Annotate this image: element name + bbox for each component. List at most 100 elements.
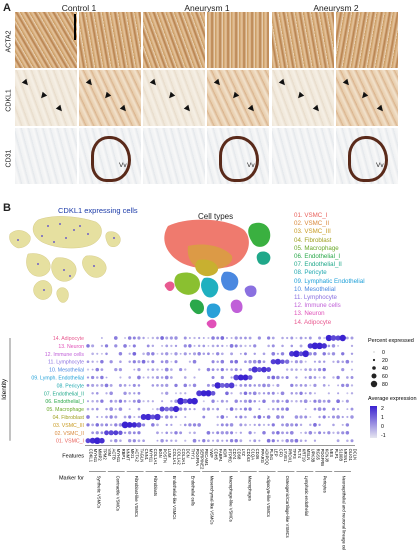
dot-plot-point [336,375,340,380]
feature-tick-label: PECAM1 [204,449,209,467]
color-legend-tick: 1 [381,415,384,421]
dot-plot-point [313,431,317,435]
dot-plot-point [239,423,243,427]
dot-plot-point [234,407,238,411]
cell-type-legend-entry: 10. Mesothelial [294,285,336,293]
dot-plot-point [253,415,257,419]
dot-plot-point [336,431,340,435]
dot-plot-point [156,368,159,371]
dot-plot-point [137,415,141,419]
dot-plot-point [248,344,252,348]
dot-plot-point [91,423,94,427]
dot-plot-point [295,399,298,403]
dot-plot-point [313,376,317,379]
vessel-stain [219,136,259,182]
dot-plot-point [332,376,335,379]
dot-plot-point [118,407,123,411]
dot-plot-point [210,390,216,396]
dot-plot-point [266,415,271,419]
dot-plot-point [105,415,108,419]
dot-plot-point [249,423,252,426]
dot-plot-point [276,399,280,403]
dot-plot-point [169,376,173,379]
dot-plot-point [350,352,354,356]
size-legend-dot [372,366,376,370]
panel-b-letter: B [3,202,11,214]
dot-plot-point [262,431,266,435]
dot-plot-point [281,439,284,442]
dot-plot-point [165,431,169,435]
marker-group-label: Macrophages [247,476,252,501]
dot-plot-point [91,344,95,348]
histology-tile [272,128,334,184]
dot-plot-point [216,368,219,371]
histology-tile [207,70,269,126]
dot-plot-point [225,431,229,435]
dot-plot-point [331,415,336,419]
dot-plot-point [308,368,312,372]
dot-plot-point [202,352,206,356]
dot-plot-point [216,407,220,411]
dot-plot-point [137,399,141,404]
dot-plot-point [304,415,308,419]
feature-tick-label: SERPINE2 [200,449,205,470]
dot-plot-point [252,391,257,396]
dot-plot-point [230,376,233,379]
dot-plot-point [266,438,271,443]
dot-plot-point [325,334,333,342]
dot-plot-point [281,423,284,427]
dot-plot-point [216,439,220,443]
dot-plot-point [327,399,331,403]
dot-plot-point [322,415,326,419]
feature-tick-label: MYH11 [93,449,98,463]
dot-plot-point [164,359,169,364]
dot-plot-point [170,360,173,363]
histology-tile [15,70,77,126]
dot-plot-point [318,423,321,427]
dot-plot-point [244,423,247,427]
dot-plot-point [237,374,244,381]
dot-plot-point [132,383,136,387]
cell-type-legend-entry: 09. Lymphatic Endothelial [294,277,365,285]
dot-plot-point [350,344,354,348]
dot-plot-point [164,406,170,412]
dot-plot-point [160,376,164,379]
dot-plot-point [86,423,90,427]
dot-plot-point [262,383,266,388]
dot-plot-point [109,407,113,411]
size-legend-value: 20 [382,358,388,364]
dot-plot-point [267,375,271,380]
feature-tick-label: KRT19 [301,449,306,463]
dot-plot-point [188,431,192,434]
dot-plot-point [322,384,326,387]
dot-plot-point [123,391,127,395]
dot-plot-point [151,352,155,356]
dot-plot-point [281,344,284,348]
dot-plot-point [128,360,131,363]
feature-tick-label: COL1A1 [153,449,158,466]
dot-plot-point [258,439,261,442]
marker-group-label: Pericytes [323,476,328,493]
dot-plot-point [271,399,275,403]
dot-plot-point [165,423,168,427]
dot-plot-point [313,392,316,395]
dot-plot-point [345,359,350,364]
dot-plot-point [105,407,108,411]
dot-plot-point [313,368,317,371]
marker-group-label: Fibroblast-like VSMCs [134,476,139,517]
dot-plot-point [220,367,224,372]
dot-plot-point [267,423,270,427]
dot-plot-point [271,336,275,340]
dot-plot-point [258,423,261,427]
dot-plot-point [335,335,341,341]
dot-plot-point [304,368,308,371]
dot-plot-point [304,383,308,387]
dot-plot-point [239,407,243,411]
dot-plot-point [90,375,95,380]
dot-plot-point [212,439,215,442]
dot-plot-point [337,384,340,387]
dot-plot-point [350,415,354,419]
dot-plot-row-label: 03. VSMC_III [53,423,84,429]
dot-plot-point [179,431,183,435]
dot-plot-point [104,344,109,348]
